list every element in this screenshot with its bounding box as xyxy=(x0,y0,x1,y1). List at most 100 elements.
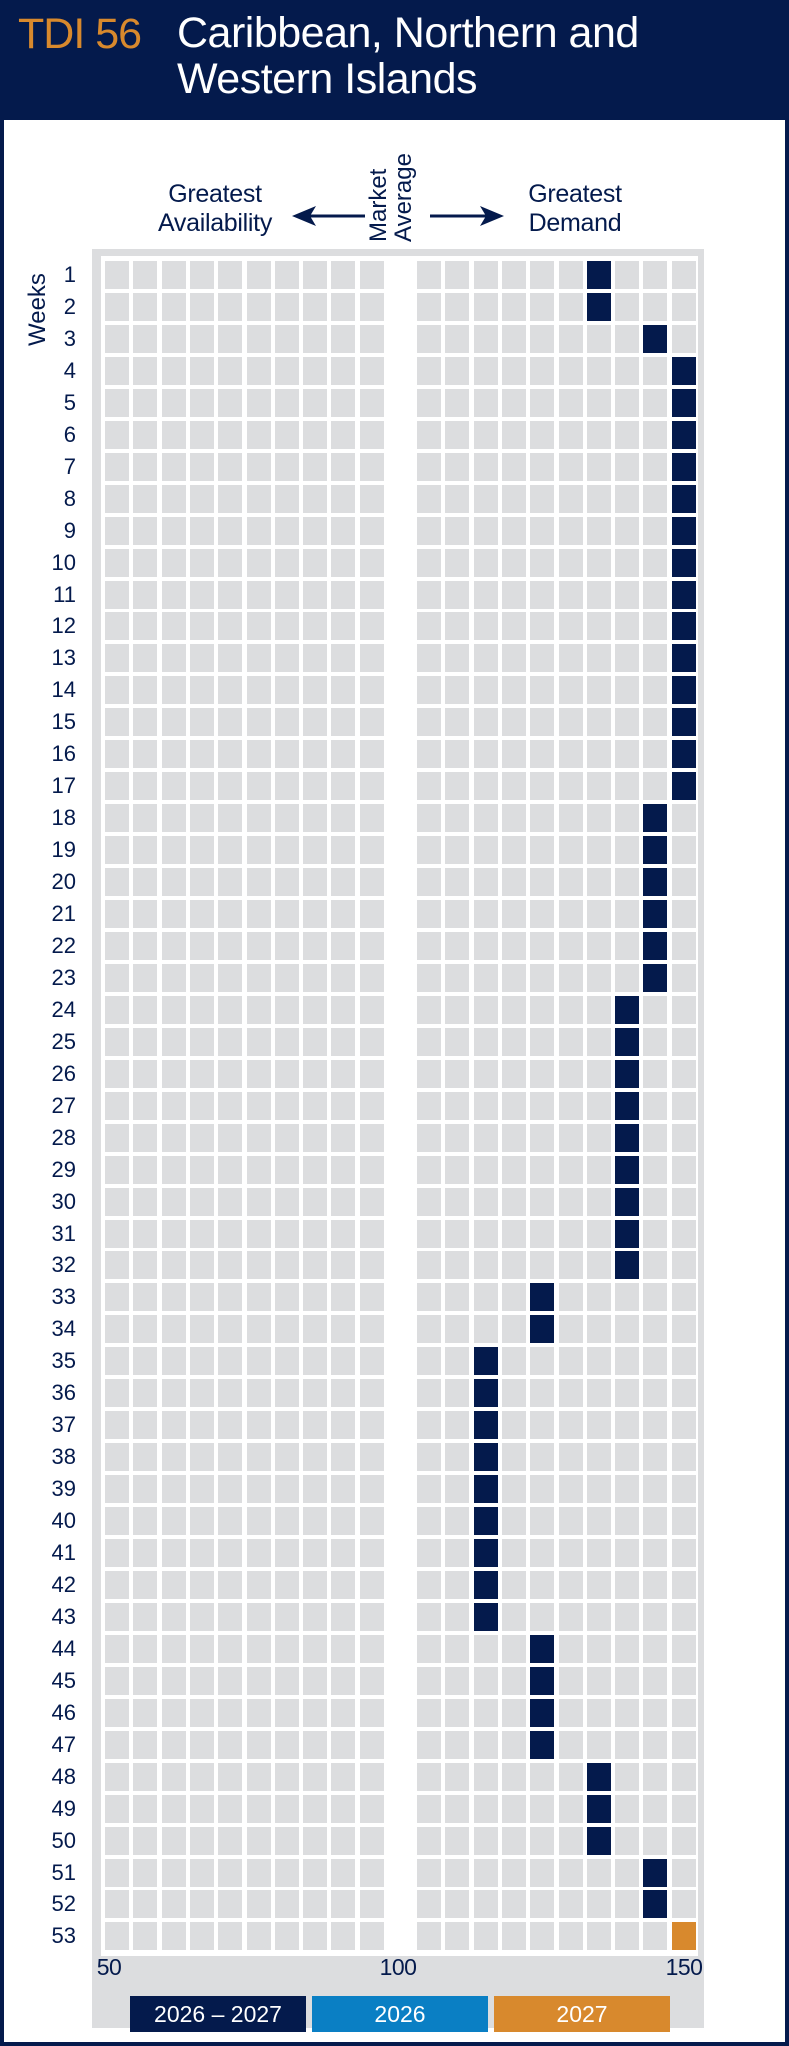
grid-cell xyxy=(417,324,441,353)
week-10-marker xyxy=(671,548,696,577)
week-label-40: 40 xyxy=(51,1508,76,1534)
grid-cell xyxy=(189,868,214,897)
week-label-47: 47 xyxy=(51,1731,76,1757)
grid-cell xyxy=(671,1123,696,1152)
grid-cell xyxy=(643,1698,668,1727)
grid-cell xyxy=(161,1283,186,1312)
grid-cell xyxy=(303,612,328,641)
grid-cell xyxy=(218,1091,243,1120)
grid-cell xyxy=(417,1123,441,1152)
grid-cell xyxy=(586,900,611,928)
grid-cell xyxy=(586,740,611,769)
grid-cell xyxy=(189,1411,214,1440)
grid-cell xyxy=(133,1890,158,1919)
grid-cell xyxy=(303,1411,328,1440)
week-label-11: 11 xyxy=(53,581,76,607)
week-label-46: 46 xyxy=(51,1699,76,1725)
grid-cell xyxy=(417,1762,441,1791)
grid-cell xyxy=(246,452,271,481)
grid-cell xyxy=(530,772,555,801)
grid-cell xyxy=(161,1826,186,1855)
grid-cell xyxy=(473,836,498,865)
grid-cell xyxy=(558,420,583,449)
grid-cell xyxy=(274,580,299,609)
grid-cell xyxy=(274,1826,299,1855)
week-label-53: 53 xyxy=(51,1923,76,1949)
grid-cell xyxy=(359,1283,384,1312)
grid-cell xyxy=(359,1219,384,1248)
week-38-marker xyxy=(473,1443,498,1472)
grid-cell xyxy=(161,516,186,545)
grid-cell xyxy=(133,516,158,545)
grid-cell xyxy=(246,1475,271,1504)
grid-cell xyxy=(359,1187,384,1216)
grid-cell xyxy=(445,772,470,801)
arrow-left-icon xyxy=(292,206,365,226)
grid-cell xyxy=(530,1762,555,1791)
grid-cell xyxy=(359,580,384,609)
grid-cell xyxy=(161,1858,186,1887)
grid-cell xyxy=(530,740,555,769)
grid-cell xyxy=(501,516,526,545)
grid-cell xyxy=(359,1123,384,1152)
grid-cell xyxy=(530,452,555,481)
grid-cell xyxy=(331,580,356,609)
grid-cell xyxy=(105,1570,129,1599)
grid-cell xyxy=(615,1347,640,1376)
grid-cell xyxy=(331,836,356,865)
grid-cell xyxy=(473,995,498,1024)
grid-cell xyxy=(133,1858,158,1887)
grid-cell xyxy=(133,1027,158,1056)
grid-cell xyxy=(161,452,186,481)
week-label-27: 27 xyxy=(51,1092,76,1118)
grid-cell xyxy=(218,1059,243,1088)
grid-cell xyxy=(105,1826,129,1855)
grid-cell xyxy=(445,1858,470,1887)
grid-cell xyxy=(473,548,498,577)
grid-cell xyxy=(246,1187,271,1216)
grid-cell xyxy=(417,1570,441,1599)
grid-cell xyxy=(445,484,470,513)
grid-cell xyxy=(246,1219,271,1248)
grid-cell xyxy=(133,963,158,992)
grid-cell xyxy=(558,1922,583,1951)
grid-cell xyxy=(417,1155,441,1184)
grid-cell xyxy=(331,1283,356,1312)
grid-cell xyxy=(643,772,668,801)
grid-cell xyxy=(671,1602,696,1631)
grid-cell xyxy=(331,1219,356,1248)
grid-cell xyxy=(530,804,555,833)
grid-cell xyxy=(671,1794,696,1823)
grid-cell xyxy=(246,548,271,577)
grid-cell xyxy=(331,356,356,385)
grid-cell xyxy=(445,516,470,545)
week-label-19: 19 xyxy=(51,837,76,863)
grid-cell xyxy=(530,963,555,992)
grid-cell xyxy=(218,900,243,928)
grid-cell xyxy=(417,452,441,481)
grid-cell xyxy=(105,1187,129,1216)
grid-cell xyxy=(105,1155,129,1184)
grid-cell xyxy=(473,931,498,960)
grid-cell xyxy=(359,963,384,992)
grid-cell xyxy=(133,1634,158,1663)
grid-cell xyxy=(274,1283,299,1312)
grid-cell xyxy=(274,963,299,992)
grid-cell xyxy=(558,644,583,673)
week-label-3: 3 xyxy=(63,325,76,351)
grid-cell xyxy=(161,963,186,992)
week-28-marker xyxy=(615,1123,640,1152)
grid-cell xyxy=(359,516,384,545)
grid-cell xyxy=(445,580,470,609)
grid-cell xyxy=(558,868,583,897)
grid-cell xyxy=(331,1602,356,1631)
grid-cell xyxy=(671,868,696,897)
grid-cell xyxy=(105,1091,129,1120)
grid-cell xyxy=(161,931,186,960)
grid-cell xyxy=(445,644,470,673)
grid-cell xyxy=(359,1858,384,1887)
grid-cell xyxy=(189,1315,214,1344)
grid-cell xyxy=(586,676,611,705)
grid-cell xyxy=(189,644,214,673)
grid-cell xyxy=(643,1666,668,1695)
